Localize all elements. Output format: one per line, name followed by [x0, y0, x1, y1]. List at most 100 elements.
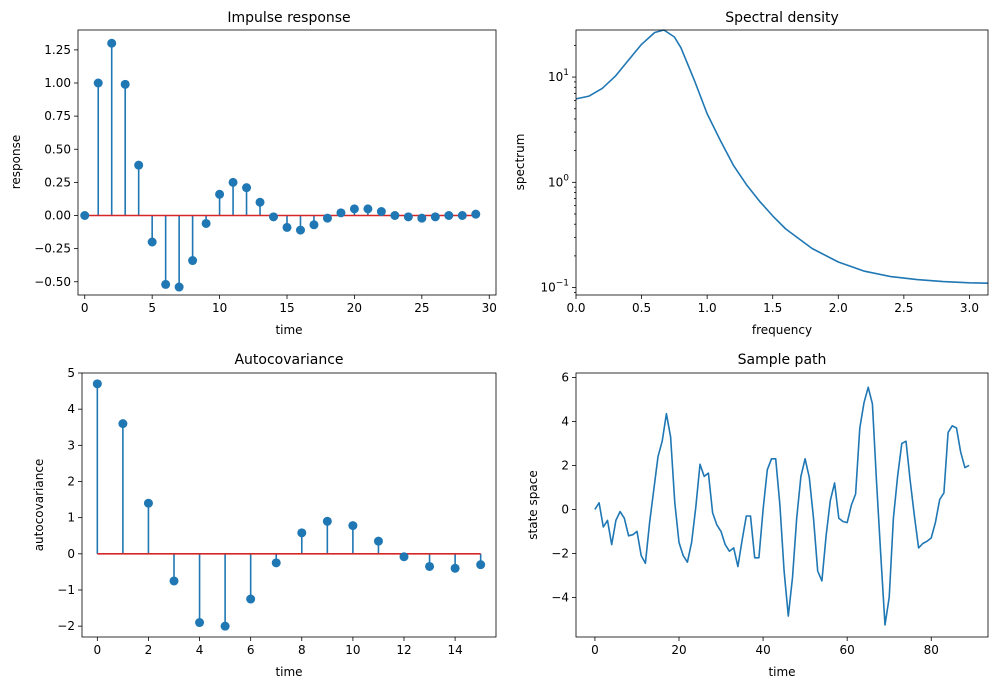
impulse-ytick-label: 0.75 — [44, 109, 71, 123]
path-ytick-label: −4 — [551, 590, 569, 604]
impulse-marker — [215, 189, 225, 199]
impulse-marker — [295, 225, 305, 235]
impulse-marker — [201, 218, 211, 228]
sample-path-panel: Sample path time state space 0 20 40 60 80−4… — [526, 352, 989, 679]
impulse-response-ylabel: response — [9, 135, 23, 190]
autocov-xtick-label: 8 — [298, 643, 306, 657]
impulse-marker — [188, 256, 198, 266]
path-ytick-label: 0 — [561, 502, 569, 516]
autocov-marker — [118, 419, 128, 429]
autocov-ytick-label: 2 — [67, 474, 75, 488]
path-xtick-label: 80 — [924, 643, 939, 657]
autocov-marker — [399, 552, 409, 562]
impulse-ytick-label: 0.50 — [44, 142, 71, 156]
autocov-xtick-label: 2 — [145, 643, 153, 657]
impulse-marker — [80, 211, 90, 220]
spectral-density-ylabel: spectrum — [513, 134, 527, 191]
autocov-marker — [143, 498, 153, 508]
spectrum-ytick-label: 10−1 — [540, 279, 569, 295]
spectrum-xtick-label: 1.0 — [698, 301, 717, 315]
autocov-marker — [476, 560, 486, 570]
impulse-marker — [363, 204, 373, 214]
impulse-xtick-label: 0 — [81, 301, 89, 315]
spectrum-xtick-label: 3.0 — [960, 301, 979, 315]
path-xtick-label: 40 — [755, 643, 770, 657]
autocov-marker — [373, 536, 383, 546]
impulse-marker — [309, 220, 319, 230]
autocov-axes-frame — [81, 372, 497, 638]
impulse-marker — [282, 222, 292, 232]
autocov-xtick-label: 4 — [196, 643, 204, 657]
autocov-marker — [220, 621, 230, 631]
autocov-marker — [297, 528, 307, 538]
impulse-marker — [93, 78, 103, 88]
impulse-marker — [417, 213, 427, 223]
autocov-marker — [322, 516, 332, 526]
autocov-xtick-label: 12 — [396, 643, 411, 657]
impulse-marker — [242, 183, 252, 193]
impulse-marker — [376, 207, 386, 217]
impulse-marker — [134, 160, 144, 170]
impulse-ytick-label: 0.25 — [44, 175, 71, 189]
impulse-xtick-label: 10 — [212, 301, 227, 315]
path-xtick-label: 60 — [840, 643, 855, 657]
autocov-ytick-label: 0 — [67, 547, 75, 561]
path-line — [594, 386, 970, 626]
impulse-marker — [120, 79, 130, 89]
autocov-marker — [450, 563, 460, 573]
path-axes-frame — [575, 372, 989, 638]
autocov-ytick-label: 1 — [67, 511, 75, 525]
autocov-xtick-label: 6 — [247, 643, 255, 657]
path-ytick-label: 2 — [561, 458, 569, 472]
autocov-xtick-label: 0 — [94, 643, 102, 657]
impulse-marker — [269, 212, 279, 222]
impulse-response-plot: 0 5 10 15 20 25 30 −0.50 −0.25 0.00 0.25 0.50 0.75 1.… — [34, 29, 497, 315]
impulse-xtick-label: 25 — [414, 301, 429, 315]
impulse-response-title: Impulse response — [227, 10, 350, 26]
autocovariance-xlabel: time — [275, 665, 302, 679]
impulse-marker — [255, 197, 265, 207]
autocov-marker — [425, 561, 435, 571]
spectrum-line — [575, 29, 989, 284]
impulse-marker — [430, 212, 440, 222]
spectrum-xtick-label: 2.5 — [894, 301, 913, 315]
spectral-density-title: Spectral density — [725, 10, 839, 26]
spectral-density-panel: Spectral density frequency spectrum 0.0 0… — [513, 10, 989, 337]
impulse-marker — [174, 282, 184, 292]
path-ytick-label: −2 — [551, 546, 569, 560]
autocov-ytick-label: 5 — [67, 366, 75, 380]
spectrum-xtick-label: 1.5 — [763, 301, 782, 315]
sample-path-ylabel: state space — [526, 470, 540, 539]
spectrum-xtick-label: 0.5 — [632, 301, 651, 315]
autocov-marker — [348, 521, 358, 531]
autocov-marker — [246, 594, 256, 604]
path-ytick-label: 4 — [561, 414, 569, 428]
path-xtick-label: 0 — [591, 643, 599, 657]
impulse-marker — [322, 213, 332, 223]
impulse-marker — [336, 208, 346, 218]
autocov-marker — [92, 379, 102, 389]
autocovariance-title: Autocovariance — [234, 352, 343, 368]
sample-path-title: Sample path — [738, 352, 827, 368]
impulse-marker — [161, 279, 171, 289]
autocov-ytick-label: 4 — [67, 402, 75, 416]
impulse-marker — [457, 211, 467, 220]
impulse-xtick-label: 30 — [482, 301, 497, 315]
impulse-marker — [403, 212, 413, 222]
spectrum-xtick-label: 2.0 — [829, 301, 848, 315]
impulse-xtick-label: 20 — [347, 301, 362, 315]
impulse-marker — [228, 177, 238, 187]
impulse-ytick-label: 0.00 — [44, 209, 71, 223]
impulse-ytick-label: −0.25 — [34, 242, 71, 256]
autocov-ytick-label: 3 — [67, 438, 75, 452]
autocov-marker — [169, 576, 179, 586]
spectrum-xtick-label: 0.0 — [566, 301, 585, 315]
spectrum-ytick-label: 101 — [548, 68, 569, 84]
impulse-xtick-label: 15 — [279, 301, 294, 315]
impulse-ytick-label: 1.00 — [44, 76, 71, 90]
impulse-marker — [390, 211, 400, 220]
impulse-marker — [444, 211, 454, 220]
impulse-marker — [349, 204, 359, 214]
